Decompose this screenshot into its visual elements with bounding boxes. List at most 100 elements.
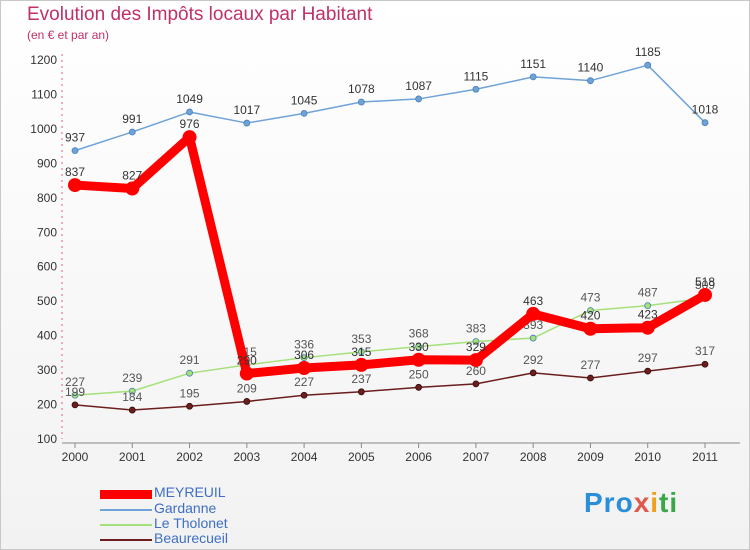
data-point (128, 387, 136, 395)
series-gardanne: 937 991 1049 1017 1045 1078 1087 1115 1151 1140 11… (65, 45, 719, 155)
x-tick-label: 2004 (291, 450, 318, 464)
legend-swatch (100, 539, 152, 541)
legend-label: MEYREUIL (154, 484, 226, 500)
y-tick-label: 800 (37, 191, 57, 205)
data-label: 239 (122, 371, 142, 385)
y-tick-label: 400 (37, 329, 57, 343)
x-tick-label: 2005 (348, 450, 375, 464)
y-tick-label: 300 (37, 363, 57, 377)
legend-label: Le Tholonet (154, 515, 228, 531)
data-point (526, 306, 541, 321)
data-label: 1049 (176, 92, 203, 106)
data-label: 297 (638, 351, 658, 365)
data-point (472, 338, 480, 345)
legend-swatch (100, 509, 152, 511)
axes: 100 200 300 400 500 600 700 800 900 1000 1100 1200 2… (30, 53, 740, 464)
data-label: 991 (122, 112, 142, 126)
data-point (411, 352, 426, 367)
data-label: 1017 (233, 103, 260, 117)
data-point (300, 354, 308, 362)
y-tick-label: 1000 (30, 122, 57, 136)
data-point (297, 361, 312, 376)
data-point (468, 353, 483, 368)
data-label: 260 (466, 364, 486, 378)
data-point (128, 128, 136, 136)
data-label: 423 (638, 308, 658, 322)
data-point (701, 360, 709, 368)
data-label: 1078 (348, 82, 375, 96)
data-label: 209 (237, 381, 257, 395)
data-label: 277 (580, 358, 600, 372)
x-tick-label: 2001 (119, 450, 146, 464)
data-label: 237 (351, 372, 371, 386)
data-label: 518 (695, 275, 715, 289)
series-beaurecueil: 199 184 195 209 227 237 250 260 292 277 297 317 (65, 344, 715, 414)
legend-label: Beaurecueil (154, 530, 228, 546)
data-point (587, 77, 594, 85)
data-label: 227 (65, 375, 85, 389)
data-point (587, 307, 594, 314)
chart-title: Evolution des Impôts locaux par Habitant (27, 4, 373, 25)
x-tick-label: 2008 (520, 450, 547, 464)
data-label: 250 (409, 367, 429, 381)
y-tick-label: 700 (37, 225, 57, 239)
logo-part-2: x (633, 487, 651, 518)
data-point (300, 391, 308, 399)
data-point (415, 343, 423, 351)
data-label: 420 (580, 309, 600, 323)
y-tick-label: 500 (37, 294, 57, 308)
data-point (128, 406, 136, 414)
data-label: 1140 (578, 61, 604, 75)
data-point (71, 391, 79, 399)
data-label: 306 (294, 348, 314, 362)
data-label: 368 (409, 327, 429, 341)
data-point (239, 366, 254, 381)
data-label: 292 (523, 353, 543, 367)
x-tick-label: 2002 (176, 450, 203, 464)
data-label: 1115 (463, 69, 488, 83)
y-tick-label: 100 (37, 432, 57, 446)
data-label: 383 (466, 321, 486, 335)
data-point (243, 398, 251, 405)
data-point (68, 178, 82, 193)
data-point (415, 95, 423, 103)
data-point (357, 388, 365, 396)
data-point (357, 348, 365, 356)
y-tick-label: 200 (37, 398, 57, 412)
logo-part-1: Pro (584, 487, 634, 518)
data-point (186, 108, 193, 116)
data-label: 184 (122, 390, 142, 404)
data-label: 937 (65, 131, 85, 145)
data-point (529, 73, 537, 81)
data-point (472, 85, 480, 93)
data-point (644, 302, 652, 310)
data-point (583, 321, 598, 336)
data-point (529, 369, 537, 377)
logo-part-3: i (650, 487, 660, 518)
data-label: 291 (180, 353, 200, 367)
data-label: 1087 (405, 79, 432, 93)
series-line (74, 363, 706, 411)
data-point (415, 383, 423, 391)
data-point (587, 374, 594, 382)
data-point (644, 367, 652, 375)
data-label: 473 (580, 290, 600, 304)
x-tick-label: 2011 (692, 450, 718, 464)
x-tick-label: 2009 (577, 450, 604, 464)
data-point (186, 402, 193, 410)
y-tick-label: 600 (37, 260, 57, 274)
data-point (125, 181, 140, 196)
data-point (640, 320, 655, 335)
legend-swatch (100, 489, 152, 499)
data-label: 463 (523, 294, 543, 308)
data-label: 317 (695, 344, 715, 358)
data-point (300, 110, 308, 117)
data-label: 976 (180, 117, 200, 131)
data-label: 315 (351, 345, 371, 359)
series-group: 937 991 1049 1017 1045 1078 1087 1115 1151 1140 11… (65, 45, 719, 414)
data-point (71, 401, 79, 409)
y-tick-label: 900 (37, 156, 57, 170)
data-label: 1151 (520, 57, 546, 71)
